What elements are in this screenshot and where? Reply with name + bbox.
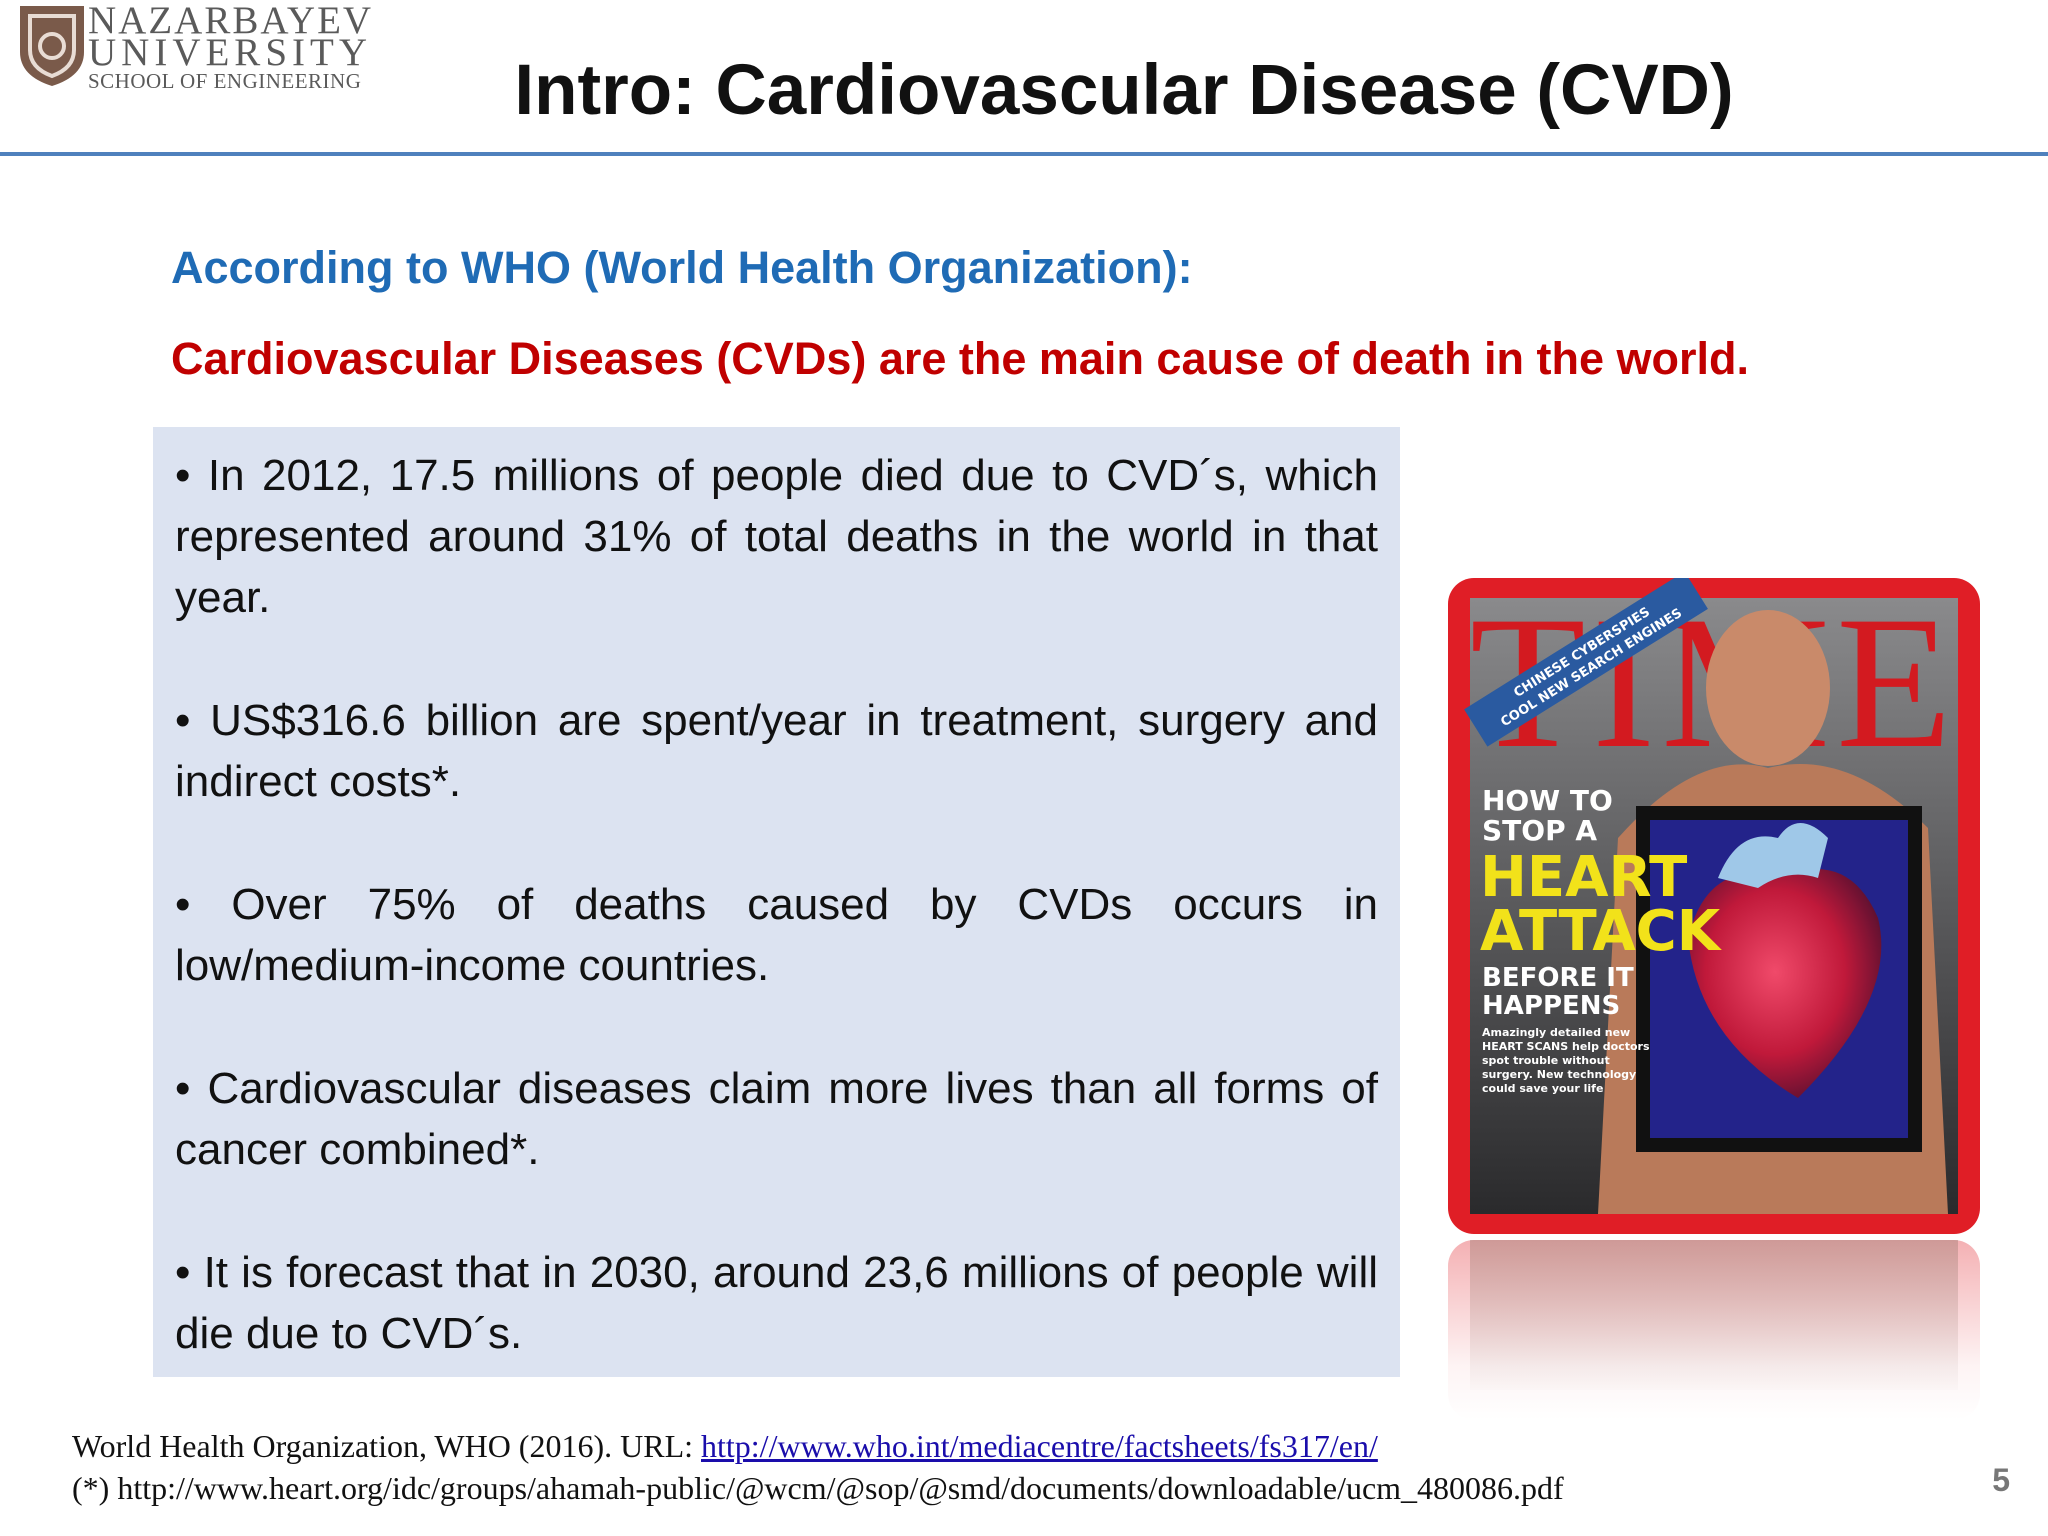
facts-panel: In 2012, 17.5 millions of people died du… <box>153 427 1400 1377</box>
logo-text-line2: UNIVERSITY <box>88 31 372 74</box>
cover-reflection <box>1448 1240 1980 1420</box>
fact-item: US$316.6 billion are spent/year in treat… <box>175 690 1378 812</box>
logo-text-line3: SCHOOL OF ENGINEERING <box>88 69 362 93</box>
university-logo: NAZARBAYEV UNIVERSITY SCHOOL OF ENGINEER… <box>14 0 394 100</box>
fact-item: It is forecast that in 2030, around 23,6… <box>175 1242 1378 1364</box>
deck-line5: could save your life <box>1482 1082 1603 1095</box>
facts-list: In 2012, 17.5 millions of people died du… <box>175 445 1378 1426</box>
deck-line3: spot trouble without <box>1482 1054 1610 1067</box>
who-factsheet-link[interactable]: http://www.who.int/mediacentre/factsheet… <box>701 1428 1378 1464</box>
deck-line2: HEART SCANS help doctors <box>1482 1040 1650 1053</box>
fact-item: Over 75% of deaths caused by CVDs occurs… <box>175 874 1378 996</box>
headline-line1: HOW TO <box>1482 784 1613 817</box>
headline-line4: ATTACK <box>1480 899 1723 964</box>
page-number: 5 <box>1992 1462 2010 1498</box>
logo-text-line1: NAZARBAYEV <box>88 0 374 42</box>
university-crest-icon <box>20 6 84 86</box>
headline-line3: HEART <box>1480 845 1687 910</box>
deck-line4: surgery. New technology <box>1482 1068 1636 1081</box>
reference-heart-org: (*) http://www.heart.org/idc/groups/aham… <box>72 1470 1564 1506</box>
deck-line1: Amazingly detailed new <box>1482 1026 1630 1039</box>
who-heading: According to WHO (World Health Organizat… <box>171 242 1193 293</box>
title-divider <box>0 152 2048 156</box>
fact-item: In 2012, 17.5 millions of people died du… <box>175 445 1378 628</box>
headline-line2: STOP A <box>1482 814 1597 847</box>
time-magazine-cover: TIME CHINESE CYBERSPIES COOL NEW SEARCH … <box>1448 578 1980 1234</box>
reference-who-prefix: World Health Organization, WHO (2016). U… <box>72 1428 701 1464</box>
reference-who: World Health Organization, WHO (2016). U… <box>72 1428 1378 1465</box>
headline-line6: HAPPENS <box>1482 991 1620 1021</box>
headline-line5: BEFORE IT <box>1482 963 1634 993</box>
slide-title: Intro: Cardiovascular Disease (CVD) <box>514 51 1734 130</box>
fact-item: Cardiovascular diseases claim more lives… <box>175 1058 1378 1180</box>
main-claim: Cardiovascular Diseases (CVDs) are the m… <box>171 333 1750 384</box>
